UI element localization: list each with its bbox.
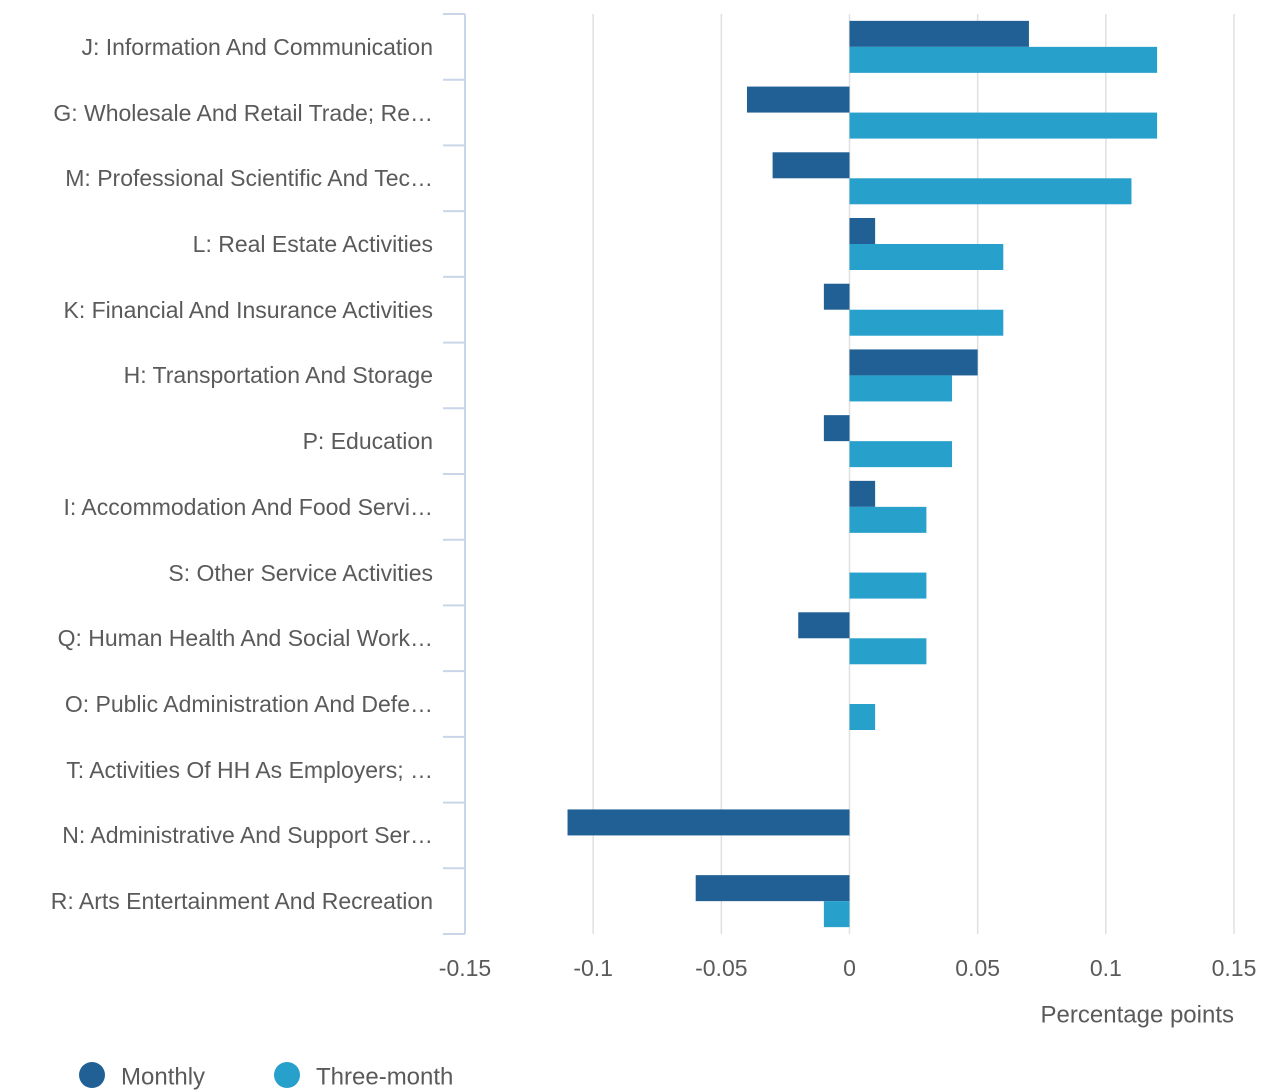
x-tick-label: 0 xyxy=(843,955,856,981)
x-tick-label: 0.05 xyxy=(955,955,1000,981)
y-tick-label: T: Activities Of HH As Employers; … xyxy=(8,753,433,787)
x-tick-label: 0.15 xyxy=(1212,955,1257,981)
y-tick-text: L: Real Estate Activities xyxy=(192,231,433,257)
bar xyxy=(849,349,978,376)
y-tick-label: O: Public Administration And Defe… xyxy=(8,687,433,721)
y-tick-text: H: Transportation And Storage xyxy=(123,362,433,389)
bar xyxy=(849,638,927,665)
bar xyxy=(798,612,850,639)
bar xyxy=(849,375,953,402)
bar xyxy=(772,152,850,179)
y-tick-label: R: Arts Entertainment And Recreation xyxy=(8,884,433,918)
bar xyxy=(823,901,850,928)
y-tick-text: J: Information And Communication xyxy=(81,33,433,60)
y-tick-text: M: Professional Scientific And Tec… xyxy=(65,165,433,192)
legend-marker xyxy=(79,1062,105,1088)
bar xyxy=(849,20,1029,47)
y-tick-label: N: Administrative And Support Ser… xyxy=(8,818,433,852)
y-tick-label: S: Other Service Activities xyxy=(8,556,433,590)
bar xyxy=(567,809,850,836)
y-tick-label: I: Accommodation And Food Servi… xyxy=(8,490,433,524)
y-tick-text: Q: Human Health And Social Work… xyxy=(57,625,433,652)
y-tick-label: J: Information And Communication xyxy=(8,30,433,64)
bar xyxy=(849,46,1158,73)
y-tick-text: K: Financial And Insurance Activities xyxy=(63,296,433,323)
legend-label: Monthly xyxy=(121,1063,205,1090)
bar xyxy=(849,218,876,244)
y-tick-text: R: Arts Entertainment And Recreation xyxy=(50,888,433,915)
x-tick-label: -0.15 xyxy=(439,955,491,981)
y-tick-label: M: Professional Scientific And Tec… xyxy=(8,161,433,195)
x-tick-label: 0.1 xyxy=(1090,955,1122,981)
y-tick-label: L: Real Estate Activities xyxy=(8,227,433,261)
y-tick-label: Q: Human Health And Social Work… xyxy=(8,621,433,655)
y-tick-label: G: Wholesale And Retail Trade; Re… xyxy=(8,96,433,130)
legend-marker xyxy=(274,1062,300,1088)
x-axis-title: Percentage points xyxy=(1041,1001,1234,1028)
y-tick-text: P: Education xyxy=(302,428,433,455)
bar xyxy=(849,244,1004,270)
bar xyxy=(849,572,927,599)
y-tick-text: N: Administrative And Support Ser… xyxy=(62,822,433,849)
y-tick-label: P: Education xyxy=(8,424,433,458)
bar xyxy=(849,178,1132,205)
bar xyxy=(823,283,850,310)
bar xyxy=(695,875,850,902)
x-tick-label: -0.05 xyxy=(695,955,747,981)
legend-label: Three-month xyxy=(316,1063,453,1090)
bar xyxy=(849,480,876,507)
y-tick-text: G: Wholesale And Retail Trade; Re… xyxy=(53,99,433,126)
bar xyxy=(849,441,953,468)
y-tick-text: I: Accommodation And Food Servi… xyxy=(63,493,433,520)
bar xyxy=(849,309,1004,336)
y-tick-text: S: Other Service Activities xyxy=(168,559,433,586)
y-tick-text: T: Activities Of HH As Employers; … xyxy=(66,756,433,783)
bar xyxy=(823,415,850,442)
y-tick-label: K: Financial And Insurance Activities xyxy=(8,293,433,327)
bar xyxy=(849,506,927,533)
bar xyxy=(849,704,876,730)
y-tick-text: O: Public Administration And Defe… xyxy=(64,691,433,717)
x-tick-label: -0.1 xyxy=(573,955,613,981)
bar xyxy=(849,112,1158,139)
bar xyxy=(746,86,850,113)
y-tick-label: H: Transportation And Storage xyxy=(8,358,433,392)
